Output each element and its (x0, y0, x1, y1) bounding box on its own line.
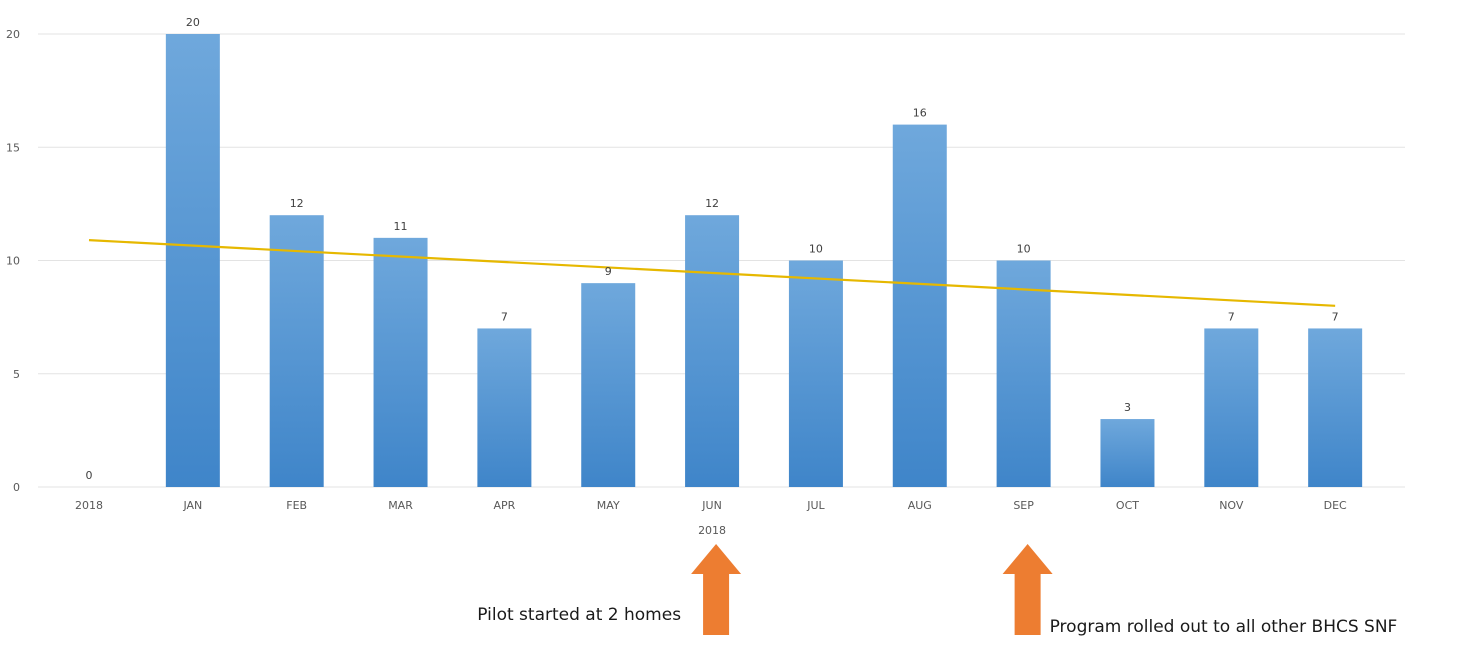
data-label: 11 (394, 220, 408, 233)
x-tick-label: SEP (1013, 499, 1034, 512)
y-tick-label: 15 (6, 141, 20, 154)
data-label: 10 (1017, 243, 1031, 256)
x-axis-tick-labels: 2018 JAN FEB MAR APR MAY JUN JUL AUG SEP OCT NOV DEC (75, 499, 1347, 512)
x-tick-label: APR (493, 499, 515, 512)
trendline (88, 239, 1336, 307)
y-tick-label: 20 (6, 28, 20, 41)
bar-may (581, 283, 636, 487)
x-tick-label: JAN (182, 499, 202, 512)
annotations: Pilot started at 2 homes Program rolled o… (477, 544, 1397, 637)
bar-feb (269, 215, 324, 487)
bar-jan (165, 34, 220, 487)
data-label: 12 (705, 197, 719, 210)
data-label: 20 (186, 16, 200, 29)
bar-apr (477, 328, 532, 487)
x-tick-label: JUN (701, 499, 722, 512)
bar-dec (1308, 328, 1363, 487)
bar-oct (1100, 419, 1155, 487)
annotation-text: Pilot started at 2 homes (477, 605, 681, 625)
y-tick-label: 0 (13, 481, 20, 494)
bar-jul (788, 260, 843, 487)
data-label: 10 (809, 243, 823, 256)
bar-mar (373, 237, 428, 487)
annotation-arrow (1002, 544, 1053, 635)
x-tick-label: 2018 (75, 499, 103, 512)
bar-sep (996, 260, 1051, 487)
x-tick-label: FEB (286, 499, 307, 512)
data-label: 0 (86, 469, 93, 482)
x-tick-label: MAY (597, 499, 620, 512)
bar-jun (685, 215, 740, 487)
data-label: 3 (1124, 401, 1131, 414)
data-label: 7 (1332, 310, 1339, 323)
x-tick-label: JUL (806, 499, 825, 512)
x-tick-label: MAR (388, 499, 413, 512)
x-tick-label: NOV (1219, 499, 1244, 512)
data-label: 7 (501, 310, 508, 323)
annotation-arrow (691, 544, 742, 635)
y-tick-label: 5 (13, 368, 20, 381)
x-tick-label: AUG (908, 499, 932, 512)
data-label: 16 (913, 107, 927, 120)
x-tick-label: DEC (1324, 499, 1347, 512)
data-label: 12 (290, 197, 304, 210)
data-label: 9 (605, 265, 612, 278)
bar-nov (1204, 328, 1259, 487)
bars (165, 34, 1363, 487)
x-tick-label: OCT (1116, 499, 1139, 512)
y-tick-label: 10 (6, 255, 20, 268)
y-axis-tick-labels: 0 5 10 15 20 (6, 28, 20, 494)
x-axis-group-label: 2018 (698, 524, 726, 537)
annotation-text: Program rolled out to all other BHCS SNF (1050, 617, 1398, 637)
data-labels: 0 20 12 11 7 9 12 10 16 10 3 7 7 (86, 16, 1339, 482)
bar-aug (892, 124, 947, 487)
trendline-group (88, 239, 1336, 307)
data-label: 7 (1228, 310, 1235, 323)
